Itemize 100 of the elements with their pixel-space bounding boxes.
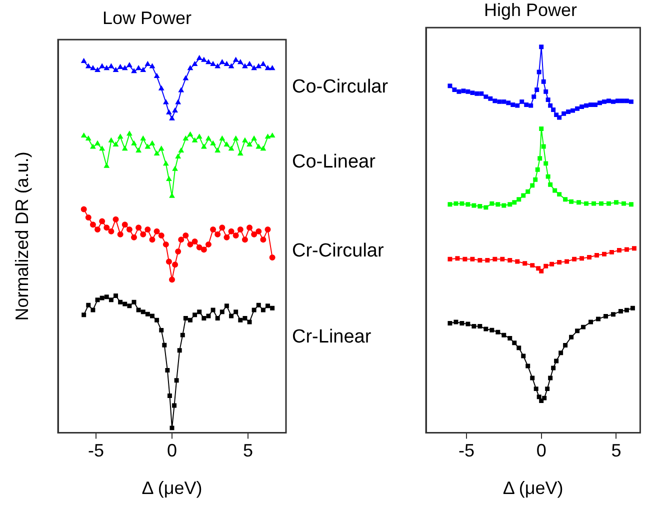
- point: [94, 67, 100, 72]
- point: [144, 226, 151, 232]
- point: [620, 98, 624, 104]
- point: [478, 258, 482, 263]
- point: [126, 62, 132, 68]
- point: [214, 148, 220, 153]
- point: [112, 216, 119, 222]
- point: [169, 276, 175, 283]
- point: [256, 302, 261, 308]
- point: [466, 202, 470, 207]
- x-tick-label: 0: [166, 440, 178, 461]
- point: [548, 103, 553, 108]
- point: [462, 256, 468, 262]
- point: [452, 87, 457, 92]
- point: [122, 222, 128, 228]
- point: [220, 59, 225, 64]
- point: [500, 256, 505, 262]
- x-tick-label: 5: [242, 440, 254, 461]
- point: [515, 103, 520, 108]
- point: [90, 222, 96, 228]
- point: [140, 310, 146, 314]
- point: [136, 308, 141, 312]
- point: [522, 261, 528, 266]
- point: [526, 189, 530, 194]
- point: [564, 259, 570, 264]
- point: [466, 322, 470, 326]
- point: [546, 174, 550, 179]
- point: [587, 254, 592, 260]
- point: [541, 144, 546, 149]
- point: [472, 324, 476, 329]
- point: [455, 256, 460, 261]
- point: [136, 148, 142, 153]
- point: [546, 98, 550, 102]
- point: [150, 314, 154, 318]
- point: [201, 57, 207, 62]
- point: [470, 256, 475, 262]
- point: [502, 203, 506, 208]
- point: [215, 316, 220, 320]
- point: [192, 238, 198, 244]
- point: [516, 346, 522, 350]
- point: [118, 64, 123, 70]
- point: [228, 64, 234, 68]
- point: [81, 58, 86, 64]
- point: [108, 138, 114, 142]
- point: [192, 61, 198, 66]
- point: [474, 91, 480, 96]
- point: [118, 134, 123, 139]
- point: [242, 138, 248, 142]
- point: [562, 111, 566, 116]
- point: [536, 394, 542, 400]
- point: [266, 304, 270, 308]
- point: [86, 302, 91, 308]
- point: [154, 318, 160, 322]
- point: [205, 241, 212, 248]
- point: [621, 201, 626, 206]
- point: [572, 256, 577, 262]
- point: [228, 146, 234, 151]
- point: [163, 100, 169, 104]
- point: [237, 226, 244, 232]
- point: [536, 70, 542, 74]
- point: [246, 61, 252, 66]
- point: [108, 64, 114, 68]
- point: [122, 302, 128, 306]
- point: [234, 310, 238, 314]
- point: [162, 342, 167, 348]
- point: [210, 61, 216, 66]
- point: [159, 328, 164, 332]
- point: [90, 144, 96, 149]
- point: [196, 244, 202, 250]
- point: [167, 393, 172, 398]
- point: [265, 134, 270, 139]
- point: [256, 64, 262, 68]
- point: [210, 226, 216, 232]
- point: [548, 376, 553, 380]
- point: [512, 340, 517, 346]
- point: [502, 332, 506, 338]
- point: [154, 228, 160, 234]
- point: [140, 136, 146, 141]
- point: [126, 130, 132, 136]
- point: [496, 330, 500, 334]
- point: [614, 200, 618, 205]
- point: [238, 59, 244, 64]
- x-tick-label: 5: [611, 440, 622, 461]
- point: [570, 108, 576, 113]
- point: [551, 366, 556, 370]
- point: [530, 376, 535, 380]
- point: [94, 226, 101, 232]
- point: [508, 336, 512, 340]
- point: [127, 304, 132, 308]
- point: [610, 250, 614, 254]
- point: [526, 364, 530, 368]
- point: [177, 348, 182, 353]
- point: [238, 150, 244, 156]
- point: [581, 324, 586, 330]
- point: [490, 201, 494, 206]
- point: [470, 90, 475, 96]
- point: [598, 100, 602, 106]
- point: [178, 236, 184, 243]
- point: [542, 396, 547, 400]
- point: [264, 226, 271, 232]
